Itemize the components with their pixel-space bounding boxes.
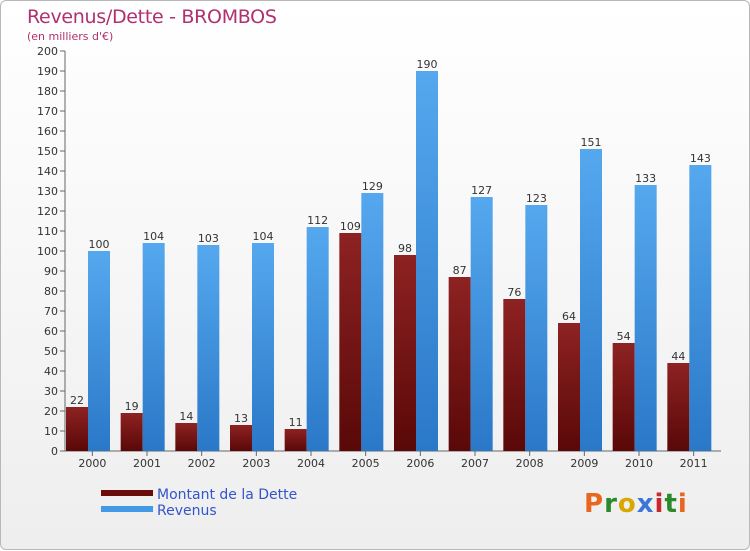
logo-letter: i (654, 489, 665, 519)
data-label-debt: 11 (289, 416, 303, 429)
logo-letter: i (677, 489, 688, 519)
x-tick-label: 2011 (680, 457, 708, 470)
y-tick-label: 0 (51, 445, 58, 458)
data-label-revenue: 129 (362, 180, 383, 193)
logo-letter: P (584, 489, 605, 519)
logo-letter: r (604, 489, 618, 519)
x-tick-label: 2002 (188, 457, 216, 470)
data-label-revenue: 133 (635, 172, 656, 185)
bar-debt (394, 255, 416, 451)
x-tick-label: 2006 (406, 457, 434, 470)
bar-revenue (197, 245, 220, 451)
data-label-debt: 54 (617, 330, 631, 343)
data-label-debt: 98 (398, 242, 412, 255)
bar-debt (66, 407, 88, 451)
x-tick-label: 2009 (570, 457, 598, 470)
bar-revenue (142, 243, 165, 451)
data-label-revenue: 100 (89, 238, 110, 251)
y-tick-label: 80 (44, 285, 58, 298)
x-tick-label: 2000 (78, 457, 106, 470)
x-tick-label: 2005 (352, 457, 380, 470)
bar-debt (284, 429, 307, 451)
bar-revenue (306, 227, 329, 451)
y-tick-label: 200 (37, 45, 58, 58)
bar-revenue (580, 149, 602, 451)
data-label-revenue: 190 (417, 58, 438, 71)
proxiti-logo: Proxiti (584, 489, 688, 519)
legend-label-revenue: Revenus (157, 503, 217, 519)
x-tick-label: 2010 (625, 457, 653, 470)
x-tick-label: 2004 (297, 457, 325, 470)
x-tick-label: 2003 (242, 457, 270, 470)
y-tick-label: 130 (37, 185, 58, 198)
x-tick-label: 2007 (461, 457, 489, 470)
y-tick-label: 160 (37, 125, 58, 138)
data-label-debt: 109 (340, 220, 361, 233)
y-tick-label: 120 (37, 205, 58, 218)
bar-debt (230, 425, 252, 451)
bar-debt (339, 233, 362, 451)
x-tick-label: 2001 (133, 457, 161, 470)
data-label-revenue: 112 (307, 214, 328, 227)
data-label-revenue: 143 (690, 152, 711, 165)
y-tick-label: 20 (44, 405, 58, 418)
legend-label-debt: Montant de la Dette (157, 487, 298, 503)
bar-revenue (634, 185, 657, 451)
chart-subtitle: (en milliers d'€) (27, 30, 114, 43)
bar-revenue (252, 243, 274, 451)
data-label-debt: 19 (125, 400, 139, 413)
y-tick-label: 180 (37, 85, 58, 98)
bar-debt (120, 413, 143, 451)
data-label-revenue: 104 (143, 230, 164, 243)
bar-revenue (689, 165, 712, 451)
bar-debt (448, 277, 471, 451)
logo-letter: t (664, 489, 678, 519)
data-label-debt: 76 (507, 286, 521, 299)
data-label-revenue: 103 (198, 232, 219, 245)
data-label-debt: 64 (562, 310, 576, 323)
logo-letter: o (617, 489, 637, 519)
bar-revenue (416, 71, 438, 451)
data-label-debt: 14 (179, 410, 193, 423)
y-tick-label: 60 (44, 325, 58, 338)
y-tick-label: 50 (44, 345, 58, 358)
bar-debt (503, 299, 526, 451)
bar-revenue (470, 197, 493, 451)
bar-revenue (88, 251, 110, 451)
data-label-debt: 44 (671, 350, 685, 363)
bar-debt (612, 343, 635, 451)
data-label-debt: 13 (234, 412, 248, 425)
logo-letter: x (636, 489, 655, 519)
x-tick-label: 2008 (516, 457, 544, 470)
y-tick-label: 150 (37, 145, 58, 158)
y-tick-label: 110 (37, 225, 58, 238)
y-tick-label: 190 (37, 65, 58, 78)
y-tick-label: 10 (44, 425, 58, 438)
y-tick-label: 90 (44, 265, 58, 278)
bar-debt (175, 423, 198, 451)
y-tick-label: 140 (37, 165, 58, 178)
data-label-revenue: 151 (581, 136, 602, 149)
legend-swatch-debt (101, 490, 153, 496)
data-label-revenue: 104 (253, 230, 274, 243)
y-tick-label: 30 (44, 385, 58, 398)
y-tick-label: 170 (37, 105, 58, 118)
legend-swatch-revenue (101, 506, 153, 512)
y-tick-label: 40 (44, 365, 58, 378)
data-label-debt: 87 (453, 264, 467, 277)
data-label-debt: 22 (70, 394, 84, 407)
data-label-revenue: 123 (526, 192, 547, 205)
chart-title: Revenus/Dette - BROMBOS (27, 6, 277, 28)
bar-debt (558, 323, 580, 451)
bar-revenue (525, 205, 548, 451)
bar-revenue (361, 193, 384, 451)
y-tick-label: 100 (37, 245, 58, 258)
bar-debt (667, 363, 690, 451)
data-label-revenue: 127 (471, 184, 492, 197)
y-tick-label: 70 (44, 305, 58, 318)
